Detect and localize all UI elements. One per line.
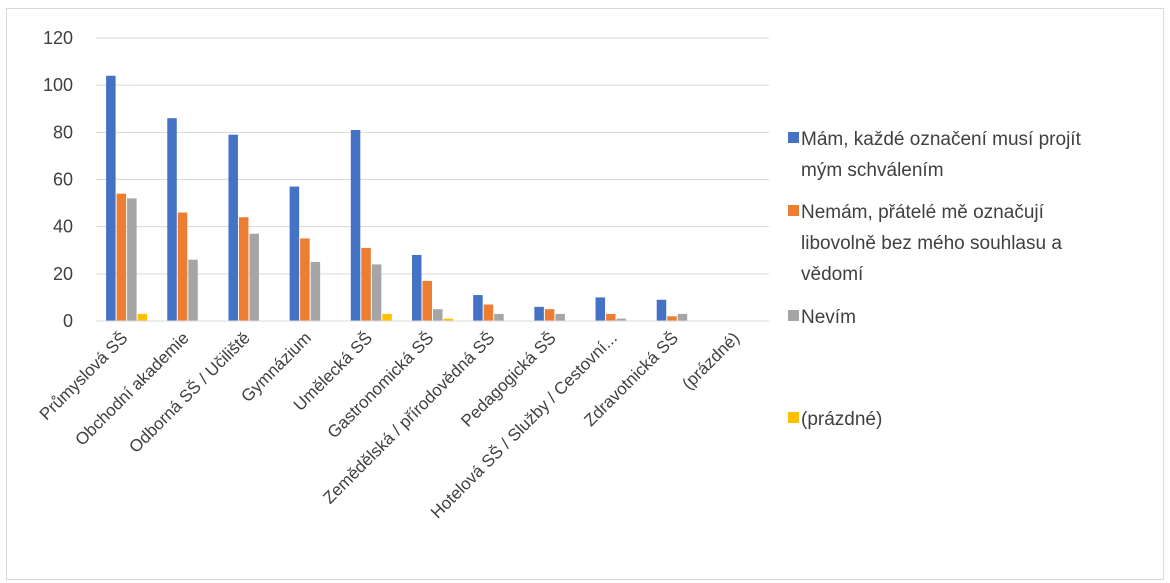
legend-swatch (788, 412, 799, 423)
bar (483, 304, 494, 321)
bar (606, 313, 616, 321)
bar (555, 313, 565, 321)
legend-label: Nemám, přátelé mě označují libovolně bez … (801, 202, 1062, 285)
bar (137, 313, 148, 321)
legend-label: Nevím (801, 307, 856, 328)
legend-label: Mám, každé označení musí projít mým schvá… (801, 129, 1082, 181)
bar (300, 238, 310, 321)
x-tick-label: (prázdné) (678, 328, 743, 393)
chart-frame: 0 20 40 60 80 100 120 Průmyslová SŠ Obchodní aka… (6, 8, 1164, 580)
legend-label: (prázdné) (801, 409, 882, 430)
bar (238, 217, 249, 321)
bar (433, 309, 443, 321)
x-tick-label: Gastronomická SŠ (324, 328, 438, 442)
y-tick-label: 0 (63, 311, 73, 331)
bar (544, 309, 555, 321)
gridlines (96, 37, 769, 322)
y-tick-label: 100 (43, 75, 73, 95)
bar (289, 186, 300, 321)
bar (127, 198, 137, 321)
bar (361, 247, 371, 321)
bar (249, 233, 259, 321)
bar (656, 299, 667, 321)
bar (534, 306, 544, 321)
y-tick-label: 40 (53, 217, 73, 237)
bar (677, 313, 688, 321)
bar (412, 254, 422, 321)
y-tick-label: 20 (53, 264, 73, 284)
bar (494, 313, 504, 321)
bar (382, 313, 392, 321)
legend: Mám, každé označení musí projít mým schvá… (788, 129, 1082, 430)
bar (106, 75, 116, 321)
bar (473, 295, 483, 321)
bar (595, 297, 606, 321)
bars (106, 75, 688, 321)
legend-swatch (788, 310, 799, 321)
y-tick-label: 60 (53, 170, 73, 190)
bar (443, 318, 453, 321)
bar (310, 262, 321, 321)
legend-swatch (788, 132, 799, 143)
bar (667, 316, 677, 321)
bar (177, 212, 188, 321)
x-tick-label: Odborná SŠ / Učiliště (125, 328, 253, 456)
bar (422, 280, 432, 321)
y-tick-label: 120 (43, 28, 73, 48)
legend-swatch (788, 205, 799, 216)
y-tick-label: 80 (53, 122, 73, 142)
bar (616, 318, 627, 321)
bar (228, 134, 238, 321)
bar (371, 264, 382, 321)
bar (350, 129, 361, 321)
bar (167, 118, 177, 321)
x-tick-label: Obchodní akademie (72, 328, 193, 449)
bar (188, 259, 198, 321)
bar (116, 193, 127, 321)
